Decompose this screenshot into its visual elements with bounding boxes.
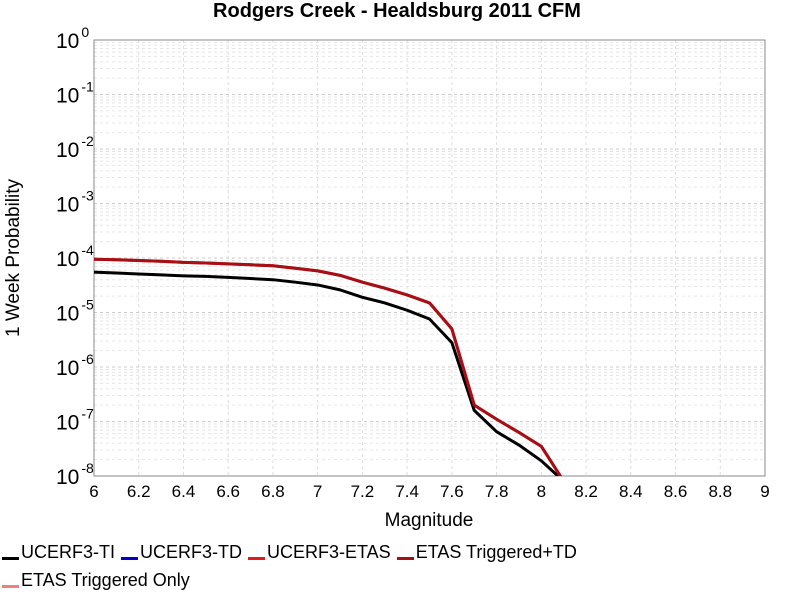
chart-grid <box>93 40 766 477</box>
legend: UCERF3-TI UCERF3-TD UCERF3-ETAS ETAS Tri… <box>0 538 800 594</box>
y-tick-label: 10 -6 <box>56 351 94 380</box>
x-tick-label: 6.4 <box>172 482 196 501</box>
legend-label: ETAS Triggered+TD <box>415 541 577 562</box>
y-tick-label: 10 -5 <box>56 297 94 326</box>
x-axis-ticks: 6 6.2 6.4 6.6 6.8 7 7.2 7.4 7.6 7.8 8 8.2 8.4 8.6 8.8 9 <box>89 482 769 501</box>
legend-label: UCERF3-TD <box>140 541 242 562</box>
legend-swatch <box>396 556 414 560</box>
legend-row-2: ETAS Triggered Only <box>0 566 800 594</box>
x-tick-label: 6.2 <box>127 482 151 501</box>
x-axis-label: Magnitude <box>385 510 474 531</box>
legend-item-ucerf3-td: UCERF3-TD <box>119 542 242 563</box>
legend-label: UCERF3-TI <box>21 541 115 562</box>
x-tick-label: 6.6 <box>216 482 240 501</box>
series-line-ucerf3-ti <box>94 270 561 476</box>
y-axis-label: 1 Week Probability <box>3 178 24 337</box>
x-tick-label: 9 <box>760 482 769 501</box>
x-tick-label: 8.4 <box>619 482 643 501</box>
x-tick-label: 8.6 <box>664 482 688 501</box>
x-tick-label: 6 <box>89 482 98 501</box>
legend-item-ucerf3-etas: UCERF3-ETAS <box>246 542 391 563</box>
legend-item-etas-triggered-td: ETAS Triggered+TD <box>395 542 577 563</box>
legend-swatch <box>2 556 19 560</box>
y-tick-label: 10 -4 <box>56 242 94 271</box>
chart-title: Rodgers Creek - Healdsburg 2011 CFM <box>213 0 581 22</box>
y-tick-label: 10 0 <box>56 24 89 53</box>
y-tick-label: 10 -2 <box>56 133 94 162</box>
x-tick-label: 6.8 <box>261 482 285 501</box>
y-tick-label: 10 -3 <box>56 188 94 217</box>
x-tick-label: 7.4 <box>395 482 419 501</box>
legend-label: UCERF3-ETAS <box>267 541 391 562</box>
y-tick-label: 10 -8 <box>56 460 94 489</box>
legend-label: ETAS Triggered Only <box>21 569 190 590</box>
y-tick-label: 10 -7 <box>56 406 94 435</box>
plot-area <box>93 39 766 477</box>
legend-item-ucerf3-ti: UCERF3-TI <box>0 542 115 563</box>
series-line-etas-triggered-td <box>94 257 563 476</box>
x-tick-label: 8.2 <box>574 482 598 501</box>
legend-row-1: UCERF3-TI UCERF3-TD UCERF3-ETAS ETAS Tri… <box>0 538 800 566</box>
legend-swatch <box>121 556 138 560</box>
series-line-ucerf3-etas <box>94 257 563 476</box>
legend-swatch <box>2 584 19 588</box>
legend-swatch <box>248 556 265 560</box>
y-tick-label: 10 -1 <box>56 79 94 108</box>
x-tick-label: 7 <box>313 482 322 501</box>
series-layer <box>94 257 563 476</box>
x-tick-label: 8.8 <box>708 482 732 501</box>
x-tick-label: 7.6 <box>440 482 464 501</box>
x-tick-label: 7.2 <box>351 482 375 501</box>
legend-item-etas-triggered-only: ETAS Triggered Only <box>0 570 190 591</box>
x-tick-label: 7.8 <box>485 482 509 501</box>
x-tick-label: 8 <box>537 482 546 501</box>
